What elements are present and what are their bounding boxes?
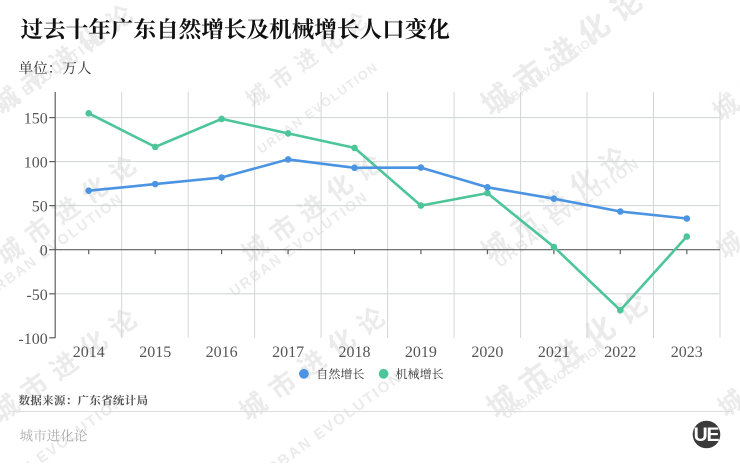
svg-text:50: 50	[32, 199, 48, 216]
svg-text:0: 0	[40, 243, 48, 260]
svg-text:2022: 2022	[604, 344, 636, 361]
svg-text:2019: 2019	[405, 344, 437, 361]
svg-text:150: 150	[24, 111, 48, 128]
svg-text:2018: 2018	[339, 344, 371, 361]
svg-text:-100: -100	[18, 331, 47, 348]
svg-text:2015: 2015	[139, 344, 171, 361]
svg-text:2021: 2021	[538, 344, 570, 361]
svg-text:2017: 2017	[272, 344, 304, 361]
svg-text:2016: 2016	[206, 344, 238, 361]
svg-text:2023: 2023	[671, 344, 703, 361]
svg-text:100: 100	[24, 155, 48, 172]
svg-text:2020: 2020	[471, 344, 503, 361]
svg-text:-50: -50	[26, 287, 47, 304]
svg-text:2014: 2014	[73, 344, 105, 361]
svg-text:UE: UE	[694, 424, 720, 446]
